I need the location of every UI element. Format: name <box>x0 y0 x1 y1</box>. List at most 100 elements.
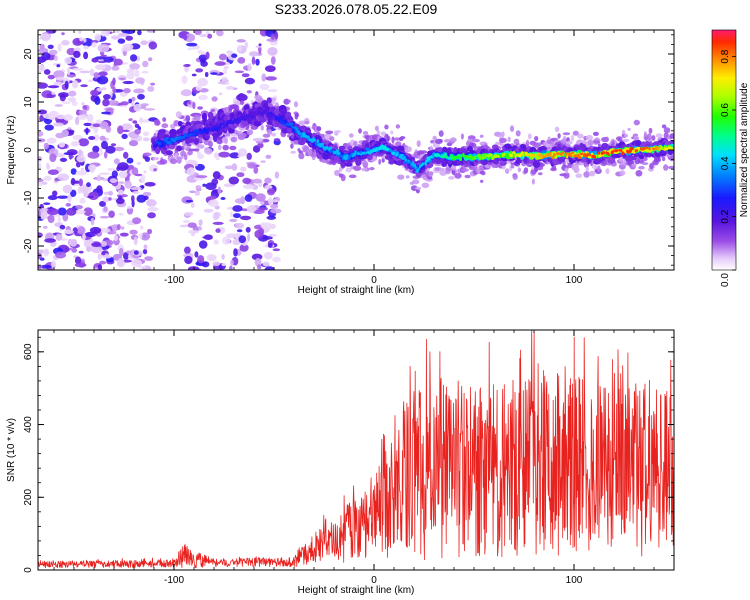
spectrogram-ridge-peak <box>521 151 524 155</box>
spectrogram-noise-blob <box>94 33 101 42</box>
spectrogram-halo-blob <box>374 125 379 131</box>
spectrogram-ridge-peak <box>476 153 481 158</box>
spectrogram-ridge-peak <box>399 153 404 157</box>
spectrogram-noise-blob <box>91 42 97 48</box>
spectrogram-noise-blob <box>270 56 276 65</box>
spectrogram-halo-blob <box>298 120 307 126</box>
spectrogram-noise-blob <box>213 211 220 220</box>
spectrogram-noise-blob <box>143 170 147 174</box>
snr-x-tick-label: 100 <box>566 575 583 586</box>
spectrogram-noise-blob <box>113 235 118 242</box>
spectrogram-noise-blob <box>136 55 141 62</box>
spectrogram-noise-blob <box>53 70 65 79</box>
spectrogram-noise-blob <box>83 122 92 127</box>
spectrogram-halo-blob <box>638 165 645 170</box>
spectrogram-noise-blob <box>205 182 217 190</box>
spectrogram-noise-blob <box>264 177 272 184</box>
spectrogram-noise-blob <box>195 68 204 73</box>
spectrogram-noise-blob <box>183 64 191 68</box>
spectrogram-ridge-peak <box>437 153 440 157</box>
spectrogram-noise-blob <box>147 207 159 212</box>
spectrogram-halo-blob <box>161 123 169 129</box>
spectrogram-noise-blob <box>61 32 65 36</box>
spectrogram-ridge-peak <box>324 146 328 149</box>
spectrogram-halo-blob <box>369 167 375 171</box>
spectrogram-noise-blob <box>83 207 93 217</box>
spectrogram-noise-blob <box>268 197 273 205</box>
spectrogram-noise-blob <box>147 212 156 219</box>
spectrogram-noise-blob <box>181 75 188 84</box>
spectrogram-noise-blob <box>267 188 276 196</box>
spectrogram-ridge-peak <box>551 156 555 160</box>
spectrogram-noise-blob <box>43 142 50 150</box>
spectrogram-noise-blob <box>98 71 108 77</box>
spectrogram-ridge-peak <box>336 152 341 155</box>
spectrogram-halo-blob <box>566 140 573 145</box>
spectrogram-ridge-peak <box>179 135 183 140</box>
spectrogram-halo-blob <box>412 179 420 185</box>
spectrogram-noise-blob <box>47 214 55 224</box>
spectrogram-noise-blob <box>118 32 129 37</box>
spectrogram-ridge-peak <box>270 111 273 115</box>
spectrogram-noise-blob <box>214 205 220 210</box>
spectrogram-noise-blob <box>75 117 80 125</box>
spectrogram-noise-blob <box>109 178 118 184</box>
spectrogram-noise-blob <box>70 177 76 186</box>
spectrogram-noise-blob <box>245 226 251 233</box>
spectrogram-noise-blob <box>131 167 139 176</box>
spectrogram-noise-blob <box>264 251 273 260</box>
spectrogram-noise-blob <box>48 49 58 56</box>
spectrogram-noise-blob <box>194 251 199 258</box>
spectrogram-ridge-blob <box>193 137 200 145</box>
spectrogram-noise-blob <box>122 129 130 133</box>
spectrogram-noise-blob <box>198 33 208 38</box>
spectrogram-halo-blob <box>162 117 167 122</box>
spectrogram-halo-blob <box>376 129 380 135</box>
spectrogram-ridge-peak <box>534 153 538 158</box>
spectrogram-ridge-peak <box>328 146 333 150</box>
spectrogram-halo-blob <box>410 185 418 192</box>
spectrogram-noise-blob <box>265 65 276 72</box>
spectrogram-noise-blob <box>52 190 58 197</box>
spectrogram-halo-blob <box>193 148 200 152</box>
spectrogram-noise-blob <box>134 69 140 78</box>
spectrogram-noise-blob <box>149 164 159 173</box>
spectrogram-noise-blob <box>72 67 84 71</box>
spectrogram-noise-blob <box>49 111 59 118</box>
spectrogram-noise-blob <box>117 38 126 44</box>
spectrogram-noise-blob <box>198 240 208 249</box>
spectrogram-halo-blob <box>471 142 477 148</box>
spectrogram-noise-blob <box>96 174 102 182</box>
spectrogram-halo-blob <box>193 114 201 122</box>
spectrogram-ridge-peak <box>167 141 172 145</box>
spectrogram-halo-blob <box>651 135 656 141</box>
spectrogram-ridge-peak <box>271 113 275 117</box>
spectrogram-ridge-peak <box>661 146 664 151</box>
spectrogram-ridge-peak <box>346 154 349 159</box>
spectrogram-noise-blob <box>260 160 266 163</box>
spectrogram-noise-blob <box>187 230 200 234</box>
spectrogram-noise-blob <box>68 97 76 102</box>
spectrogram-noise-blob <box>81 186 89 195</box>
spectrogram-noise-blob <box>204 71 209 78</box>
spectrogram-ridge-blob <box>176 145 183 152</box>
spectrogram-ridge-blob <box>520 144 526 149</box>
spectrogram-noise-blob <box>195 175 208 179</box>
spectrogram-ridge-peak <box>544 153 548 158</box>
spectrogram-halo-blob <box>438 130 444 137</box>
spectrogram-noise-blob <box>212 171 221 180</box>
spectrogram-ridge-peak <box>526 154 530 157</box>
spectrogram-noise-blob <box>55 132 65 139</box>
snr-panel: -100 0 100 0 200 400 600 Height of straight li… <box>6 329 675 596</box>
spectrogram-noise-blob <box>125 35 133 41</box>
spectrogram-halo-blob <box>216 138 224 145</box>
spectrogram-ridge-blob <box>466 145 473 152</box>
spectrogram-noise-blob <box>101 111 111 115</box>
spectrogram-noise-blob <box>215 156 220 161</box>
spectrogram-noise-blob <box>77 226 86 235</box>
spectrogram-noise-blob <box>136 162 142 165</box>
spectrogram-noise-blob <box>98 172 111 175</box>
spectrogram-halo-blob <box>557 133 561 139</box>
spectrogram-noise-blob <box>67 67 71 76</box>
spectrogram-noise-blob <box>233 213 241 219</box>
